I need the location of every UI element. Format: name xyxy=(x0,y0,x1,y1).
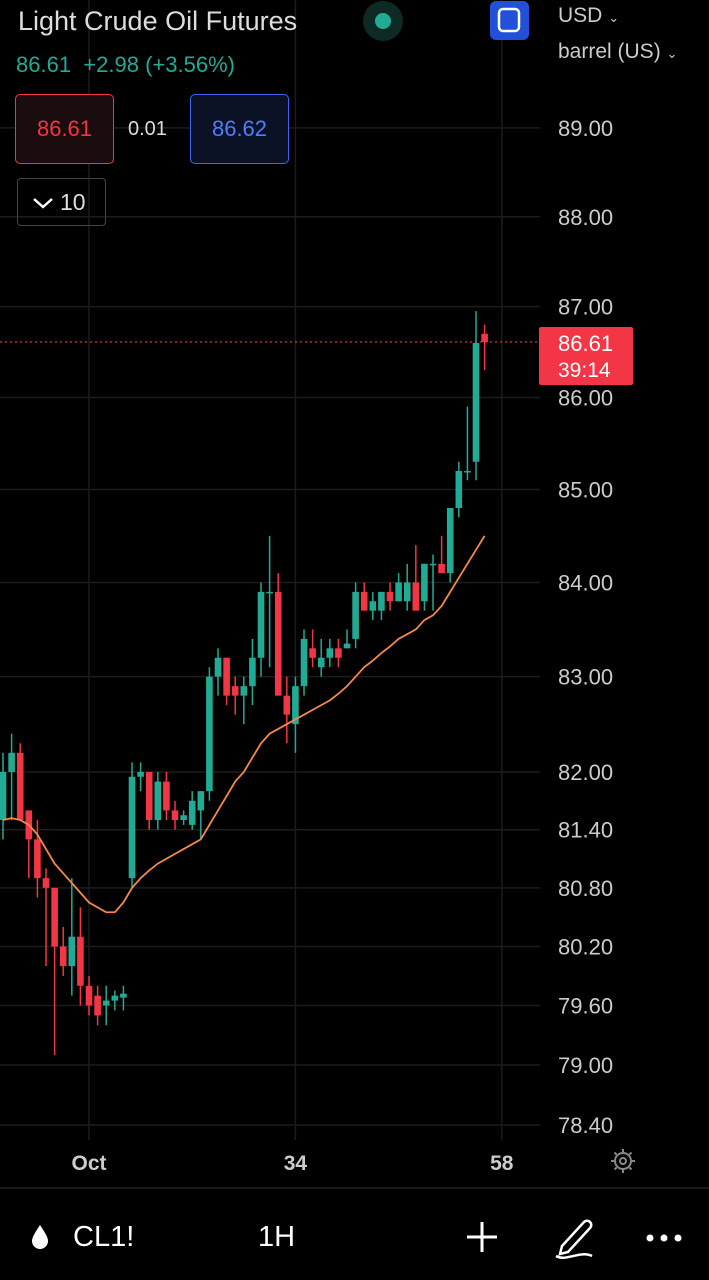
candle-body xyxy=(137,771,144,777)
sell-button[interactable]: 86.61 xyxy=(15,94,114,164)
y-tick-label: 82.00 xyxy=(558,760,613,785)
plus-icon[interactable] xyxy=(467,1222,497,1252)
drop-icon[interactable] xyxy=(32,1225,48,1249)
unit[interactable]: barrel (US) ⌄ xyxy=(558,40,678,63)
candle-body xyxy=(455,470,463,508)
candle-body xyxy=(163,781,170,811)
x-tick-label: Oct xyxy=(72,1152,107,1175)
y-tick-label: 81.40 xyxy=(558,818,613,843)
candle-body xyxy=(326,648,334,658)
candle-body xyxy=(274,591,282,696)
x-tick-label: 58 xyxy=(490,1152,514,1175)
candle-body xyxy=(395,582,402,602)
chevron xyxy=(33,198,53,209)
candle-body xyxy=(343,643,351,649)
y-tick-label: 79.60 xyxy=(558,994,613,1019)
candle-body xyxy=(145,771,153,821)
fullscreen-button[interactable] xyxy=(489,0,531,42)
candle-body xyxy=(77,936,84,986)
candle-body xyxy=(257,591,265,658)
title: Light Crude Oil Futures xyxy=(18,6,298,36)
y-tick-label: 84.00 xyxy=(558,571,613,596)
candle-body xyxy=(214,657,222,677)
y-tick-label: 83.00 xyxy=(558,665,613,690)
candle-body xyxy=(188,800,196,825)
y-tick-label: 88.00 xyxy=(558,205,613,230)
candle-body xyxy=(464,470,471,473)
candle-body xyxy=(231,686,239,696)
candle-body xyxy=(85,985,93,1006)
x-tick-label: 34 xyxy=(284,1152,308,1175)
y-tick-label: 86.00 xyxy=(558,386,613,411)
candle-body xyxy=(197,791,205,811)
candle-body xyxy=(16,752,24,821)
settings-icon[interactable] xyxy=(611,1149,635,1173)
candle-body xyxy=(360,591,368,611)
candle-body xyxy=(94,995,101,1016)
y-tick-label: 87.00 xyxy=(558,295,613,320)
candle-body xyxy=(51,887,58,947)
candle-body xyxy=(472,342,480,462)
candle-body xyxy=(240,686,248,696)
countdown: 39:14 xyxy=(558,359,611,382)
y-tick-label: 79.00 xyxy=(558,1053,613,1078)
candle-body xyxy=(171,810,179,821)
candle-body xyxy=(34,839,41,879)
candle-body xyxy=(154,781,162,821)
more-icon[interactable] xyxy=(646,1234,682,1242)
candle-body xyxy=(386,591,394,602)
quote: 86.61 +2.98 (+3.56%) xyxy=(16,52,235,77)
axis: 89.00 88.00 87.00 86.00 85.00 84.00 83.00 82.00… xyxy=(72,116,633,1175)
candle-body xyxy=(102,1000,110,1006)
candle-body xyxy=(283,695,291,715)
candle-body xyxy=(317,657,325,668)
symbol[interactable]: CL1! xyxy=(73,1221,135,1253)
price-tag xyxy=(539,326,633,385)
y-tick-label: 80.80 xyxy=(558,876,613,901)
candle-body xyxy=(429,563,437,566)
candle-body xyxy=(335,648,342,658)
price-tag-label: 86.61 xyxy=(558,331,613,356)
y-tick-label: 85.00 xyxy=(558,477,613,502)
quantity-select[interactable]: 10 xyxy=(17,178,106,226)
candle-body xyxy=(369,601,377,611)
candle-body xyxy=(120,993,127,998)
candle-body xyxy=(111,995,119,1001)
y-tick-label: 80.20 xyxy=(558,934,613,959)
moving-average xyxy=(2,535,486,914)
spread: 0.01 xyxy=(128,118,167,140)
candle-body xyxy=(128,776,136,879)
candle-body xyxy=(378,591,385,611)
candle-body xyxy=(481,333,488,342)
candle-body xyxy=(300,638,308,687)
candle-body xyxy=(412,582,420,611)
buy-button[interactable]: 86.62 xyxy=(190,94,289,164)
candle-body xyxy=(0,771,7,821)
candle-body xyxy=(403,582,411,602)
candle-body xyxy=(223,657,230,696)
candle-body xyxy=(446,507,454,574)
candle-body xyxy=(42,878,50,888)
candle-body xyxy=(352,591,359,639)
candle-body xyxy=(421,563,428,602)
marks xyxy=(0,311,540,1056)
candle-body xyxy=(292,686,299,725)
currency[interactable]: USD ⌄ xyxy=(558,4,620,27)
draw-icon[interactable] xyxy=(555,1219,593,1259)
candle-body xyxy=(59,946,67,967)
status-dot xyxy=(363,1,403,41)
candle-body xyxy=(266,591,273,594)
candle-body xyxy=(68,936,76,967)
candle-body xyxy=(438,563,445,574)
candle-body xyxy=(206,676,213,792)
candle-body xyxy=(249,657,256,687)
candle-body xyxy=(180,815,187,821)
y-tick-label: 89.00 xyxy=(558,116,613,141)
candle-body xyxy=(309,648,316,658)
interval[interactable]: 1H xyxy=(258,1221,296,1253)
candle-body xyxy=(8,752,15,772)
y-tick-label: 78.40 xyxy=(558,1113,613,1138)
